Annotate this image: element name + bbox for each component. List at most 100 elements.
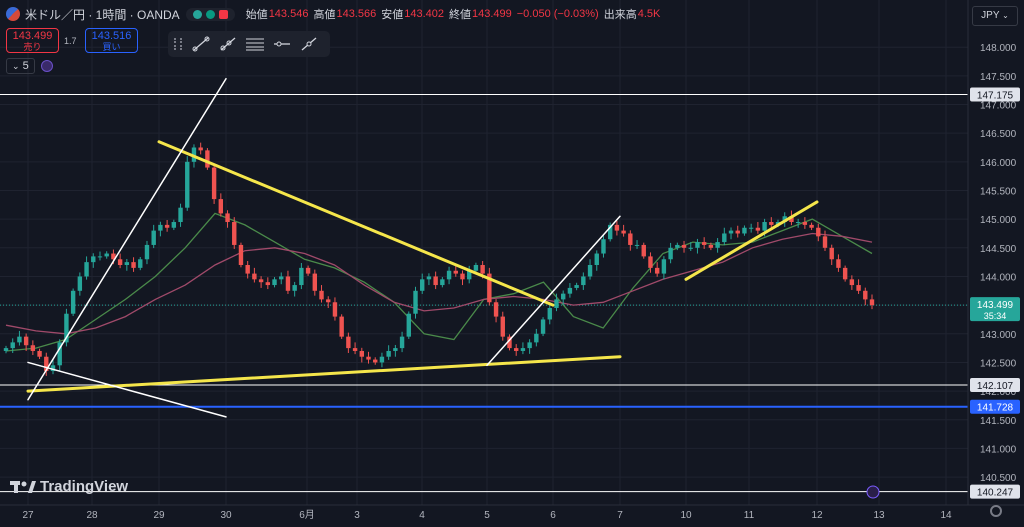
candle-body bbox=[453, 270, 458, 274]
price-tick-label: 141.000 bbox=[980, 444, 1017, 455]
candle-body bbox=[802, 222, 808, 225]
price-tick-label: 142.000 bbox=[980, 387, 1017, 398]
sell-button[interactable]: 143.499 売り bbox=[6, 28, 59, 53]
trendline bbox=[157, 140, 555, 307]
price-line-label: 141.728 bbox=[977, 403, 1014, 414]
trendline bbox=[27, 361, 227, 418]
candle-body bbox=[386, 350, 391, 357]
price-tick-label: 146.500 bbox=[980, 129, 1017, 140]
candle-body bbox=[654, 267, 660, 274]
horizontal-line-tool-icon[interactable] bbox=[271, 34, 293, 54]
candle-body bbox=[359, 350, 364, 357]
candle-body bbox=[836, 259, 841, 268]
trendline bbox=[27, 77, 227, 401]
drag-handle-icon[interactable] bbox=[174, 38, 182, 50]
candle-body bbox=[628, 233, 633, 245]
time-axis: 27 28 29 30 6月 3 4 5 6 7 10 11 12 13 14 bbox=[0, 485, 1024, 521]
buy-price: 143.516 bbox=[91, 30, 132, 42]
candle-body bbox=[715, 242, 720, 248]
candle-body bbox=[607, 224, 613, 240]
price-tick-label: 140.500 bbox=[980, 473, 1017, 484]
alert-icon bbox=[218, 9, 228, 19]
candle-body bbox=[406, 313, 411, 337]
candle-body bbox=[366, 356, 371, 360]
candle-body bbox=[856, 285, 861, 291]
candle-body bbox=[124, 262, 130, 265]
time-tick-label: 10 bbox=[680, 510, 692, 521]
current-price-label: 143.499 bbox=[977, 300, 1014, 311]
candle-body bbox=[822, 236, 828, 248]
time-tick-label: 4 bbox=[419, 510, 425, 521]
price-change: −0.050 (−0.03%) bbox=[516, 8, 599, 20]
candle-body bbox=[708, 244, 714, 248]
price-line-badge bbox=[970, 377, 1020, 392]
price-tick-label: 147.000 bbox=[980, 101, 1017, 112]
ray-tool-icon[interactable] bbox=[217, 34, 239, 54]
candle-body bbox=[869, 299, 875, 306]
candle-body bbox=[10, 342, 15, 349]
candle-body bbox=[420, 279, 425, 291]
candle-body bbox=[527, 342, 532, 349]
price-tick-label: 148.000 bbox=[980, 43, 1017, 54]
volume-label: 出来高 bbox=[603, 9, 637, 21]
candle-body bbox=[399, 336, 405, 349]
drawing-toolbar[interactable] bbox=[168, 31, 330, 57]
candle-body bbox=[762, 222, 767, 231]
candle-body bbox=[507, 336, 512, 349]
indicator-toggle[interactable]: ⌄ 5 bbox=[6, 58, 35, 74]
candle-body bbox=[3, 348, 9, 351]
chart-header: 米ドル／円 · 1時間 · OANDA 始値 143.546 高値 143.566 … bbox=[6, 4, 660, 24]
candle-body bbox=[44, 356, 49, 372]
candle-body bbox=[534, 333, 539, 343]
candle-body bbox=[755, 227, 761, 231]
symbol-title[interactable]: 米ドル／円 · 1時間 · OANDA bbox=[25, 7, 180, 22]
price-tick-label: 144.500 bbox=[980, 244, 1017, 255]
price-line-badge bbox=[970, 484, 1020, 499]
candle-body bbox=[446, 270, 452, 280]
trendline-tool-icon[interactable] bbox=[190, 34, 212, 54]
candle-body bbox=[171, 222, 177, 228]
trendlines bbox=[26, 77, 819, 418]
indicator-visibility-icon[interactable] bbox=[40, 60, 53, 72]
candle-body bbox=[614, 224, 620, 231]
buy-button[interactable]: 143.516 買い bbox=[85, 28, 138, 53]
market-status-icon bbox=[192, 9, 202, 19]
candle-body bbox=[272, 279, 277, 286]
moving-average-line bbox=[5, 212, 873, 352]
parallel-lines-tool-icon[interactable] bbox=[244, 34, 266, 54]
candle-body bbox=[661, 259, 667, 274]
candle-body bbox=[460, 273, 465, 280]
price-line-badge bbox=[970, 87, 1020, 102]
currency-label: JPY bbox=[981, 10, 1000, 21]
time-tick-label: 28 bbox=[86, 510, 98, 521]
settings-gear-icon[interactable] bbox=[990, 505, 1002, 517]
event-marker-icon[interactable] bbox=[866, 485, 880, 499]
indicator-legend[interactable]: ⌄ 5 bbox=[6, 58, 53, 74]
tradingview-logo-icon bbox=[10, 480, 36, 494]
candle-body bbox=[688, 247, 693, 249]
status-dots[interactable] bbox=[185, 7, 235, 21]
candle-body bbox=[97, 256, 103, 258]
candle-body bbox=[433, 276, 438, 286]
candle-body bbox=[681, 244, 687, 248]
candle-body bbox=[634, 244, 640, 246]
price-tick-label: 145.000 bbox=[980, 215, 1017, 226]
extended-line-tool-icon[interactable] bbox=[298, 34, 320, 54]
candle-body bbox=[379, 356, 385, 363]
candle-body bbox=[560, 293, 566, 300]
price-tick-label: 147.500 bbox=[980, 72, 1017, 83]
candle-body bbox=[185, 161, 190, 208]
time-tick-label: 30 bbox=[220, 510, 232, 521]
candle-body bbox=[540, 319, 546, 334]
candle-body bbox=[373, 359, 378, 363]
candle-body bbox=[675, 244, 680, 248]
candle-body bbox=[225, 213, 230, 223]
logo-text: TradingView bbox=[40, 478, 129, 495]
price-tick-label: 146.000 bbox=[980, 158, 1017, 169]
candle-body bbox=[789, 216, 794, 223]
candle-body bbox=[352, 348, 358, 351]
candle-body bbox=[769, 222, 774, 225]
time-tick-label: 3 bbox=[354, 510, 360, 521]
currency-selector[interactable]: JPY ⌄ bbox=[972, 6, 1018, 26]
